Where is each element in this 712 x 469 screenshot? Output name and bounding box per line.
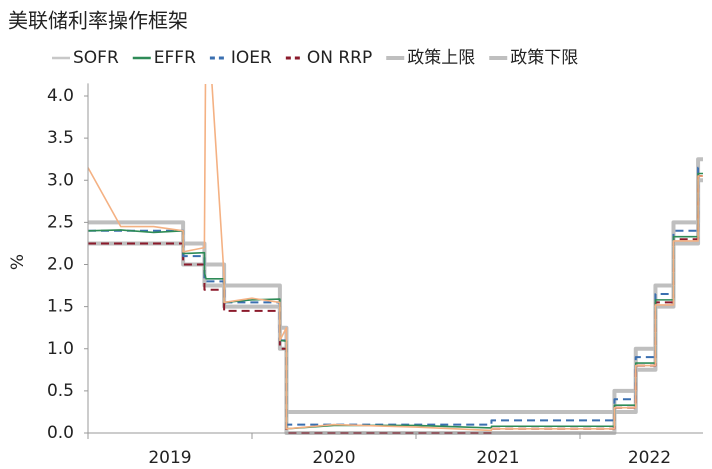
y-tick-label: 0.5	[47, 381, 74, 401]
x-tick-label: 2021	[476, 448, 519, 468]
y-tick-label: 3.5	[47, 128, 74, 148]
legend-label: 政策上限	[407, 48, 475, 68]
y-tick-label: 4.0	[47, 86, 74, 106]
series-line	[88, 166, 703, 426]
legend-label: SOFR	[73, 48, 119, 68]
series-line	[88, 157, 703, 414]
legend-label: EFFR	[154, 48, 196, 68]
chart-title: 美联储利率操作框架	[8, 9, 188, 33]
y-tick-label: 2.5	[47, 212, 74, 232]
y-tick-label: 2.0	[47, 255, 74, 275]
y-axis-label: %	[8, 254, 28, 270]
legend-label: 政策下限	[510, 48, 578, 68]
x-tick-label: 2020	[312, 448, 355, 468]
series-line	[88, 178, 703, 435]
y-tick-label: 3.0	[47, 170, 74, 190]
y-tick-label: 1.5	[47, 297, 74, 317]
series-line	[88, 175, 703, 434]
legend: SOFR EFFR IOER ON RRP 政策上限 政策下限	[52, 48, 578, 68]
series-line	[87, 84, 703, 432]
y-tick-label: 0.0	[47, 423, 74, 443]
legend-label: ON RRP	[307, 48, 372, 68]
legend-label: IOER	[231, 48, 272, 68]
x-tick-label: 2022	[628, 448, 671, 468]
x-tick-label: 2019	[148, 448, 191, 468]
series-line	[87, 172, 703, 430]
y-tick-label: 1.0	[47, 339, 74, 359]
